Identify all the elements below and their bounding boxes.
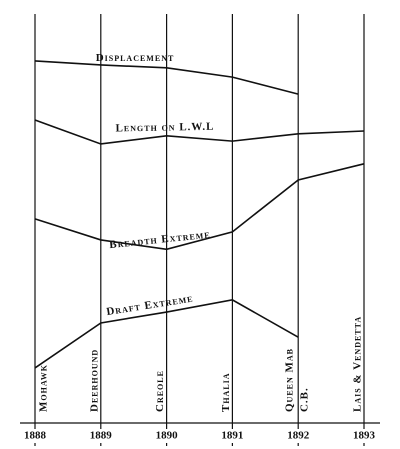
year-label: 1893 bbox=[353, 430, 376, 442]
series-label: Displacement bbox=[96, 52, 175, 64]
year-label: 1891 bbox=[221, 430, 243, 442]
series-line bbox=[34, 163, 365, 251]
vessel-label: C.B. bbox=[299, 387, 311, 412]
year-bg bbox=[347, 429, 381, 443]
year-bg bbox=[83, 429, 118, 443]
vessel-label: Lais & Vendetta bbox=[352, 316, 364, 412]
series-line bbox=[34, 119, 365, 145]
year-label: 1892 bbox=[287, 430, 310, 442]
year-bg bbox=[281, 429, 316, 443]
vessel-label: Creole bbox=[154, 370, 166, 412]
vessel-label: Mohawk bbox=[38, 364, 50, 412]
series-line bbox=[34, 60, 299, 95]
vessel-label: Queen Mab bbox=[284, 348, 296, 412]
year-label: 1888 bbox=[24, 430, 47, 442]
year-bg bbox=[149, 429, 184, 443]
series-label: Length on L.W.L bbox=[115, 121, 214, 135]
series-line bbox=[34, 299, 299, 369]
vessel-label: Deerhound bbox=[88, 349, 100, 412]
year-label: 1889 bbox=[90, 430, 113, 442]
year-label: 1890 bbox=[156, 430, 179, 442]
year-bg bbox=[215, 429, 250, 443]
vessel-label: Thalia bbox=[220, 372, 232, 412]
year-bg bbox=[18, 429, 52, 443]
